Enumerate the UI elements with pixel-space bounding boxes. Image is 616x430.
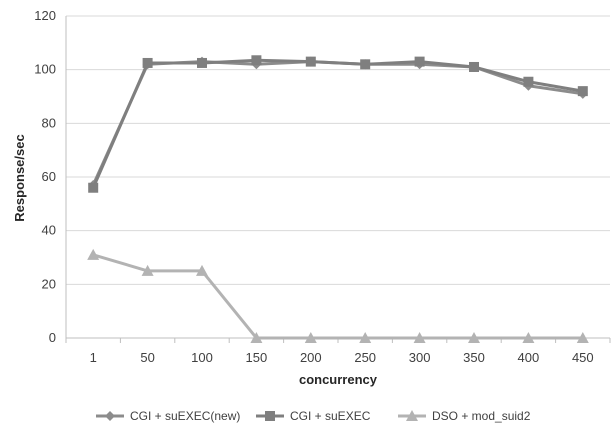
series-2 (88, 55, 588, 193)
x-tick-label: 1 (90, 350, 97, 365)
triangle-data-point (304, 332, 317, 343)
x-tick-label: 450 (572, 350, 594, 365)
y-tick-label: 20 (42, 276, 56, 291)
legend-item: DSO + mod_suid2 (398, 409, 531, 423)
triangle-data-point (576, 332, 589, 343)
x-tick-labels: 1 50 100 150 200 250 300 350 400 450 (90, 350, 594, 365)
square-data-point (523, 76, 534, 87)
legend-item: CGI + suEXEC(new) (96, 409, 240, 423)
triangle-data-point (141, 264, 154, 276)
y-tick-label: 60 (42, 169, 56, 184)
legend-square-marker (265, 411, 275, 421)
legend: CGI + suEXEC(new) CGI + suEXEC DSO + mod_s… (96, 409, 531, 423)
square-data-point (142, 57, 153, 68)
y-tick-labels: 0 20 40 60 80 100 120 (34, 8, 56, 345)
y-tick-label: 80 (42, 115, 56, 130)
square-data-point (577, 86, 588, 97)
legend-label: CGI + suEXEC(new) (130, 409, 240, 423)
x-tick-label: 200 (300, 350, 322, 365)
legend-label: DSO + mod_suid2 (432, 409, 531, 423)
x-tick-label: 400 (518, 350, 540, 365)
x-tick-label: 50 (140, 350, 154, 365)
legend-label: CGI + suEXEC (290, 409, 371, 423)
y-tick-label: 40 (42, 223, 56, 238)
triangle-data-point (413, 332, 426, 343)
legend-diamond-marker (105, 411, 115, 421)
y-tick-label: 100 (34, 62, 56, 77)
gridlines (66, 15, 610, 285)
legend-item: CGI + suEXEC (256, 409, 371, 423)
series-line (91, 58, 584, 189)
square-data-point (88, 182, 99, 193)
square-data-point (251, 55, 262, 66)
series-line (92, 253, 583, 340)
y-tick-label: 0 (49, 330, 56, 345)
square-data-point (360, 59, 371, 70)
x-tick-label: 350 (463, 350, 485, 365)
triangle-data-point (196, 264, 208, 276)
x-tick-label: 100 (191, 350, 213, 365)
square-data-point (197, 57, 207, 68)
square-data-point (305, 56, 316, 67)
x-tick-label: 150 (246, 350, 268, 365)
y-tick-label: 120 (34, 8, 56, 23)
triangle-data-point (468, 332, 480, 343)
triangle-data-point (359, 332, 372, 343)
legend-triangle-marker (406, 410, 418, 421)
series (87, 55, 589, 343)
x-axis-title: concurrency (299, 372, 378, 387)
series-3 (87, 248, 589, 343)
triangle-data-point (522, 332, 535, 343)
y-axis-title: Response/sec (12, 134, 27, 221)
triangle-data-point (87, 248, 100, 260)
x-tick-label: 250 (354, 350, 376, 365)
square-data-point (469, 61, 479, 72)
square-data-point (414, 56, 425, 67)
x-tick-label: 300 (409, 350, 431, 365)
triangle-data-point (250, 332, 263, 343)
